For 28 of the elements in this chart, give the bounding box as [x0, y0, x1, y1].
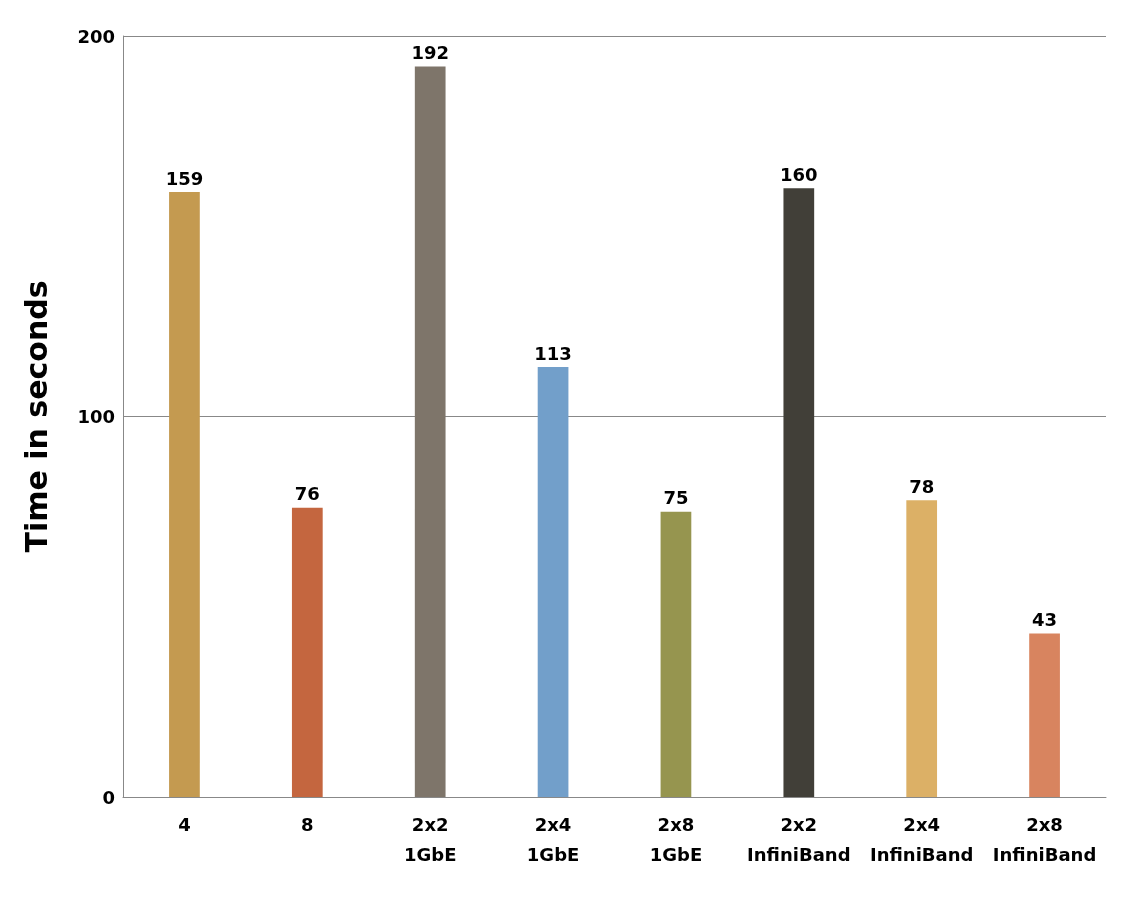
- data-label: 160: [780, 163, 818, 185]
- data-label: 76: [294, 483, 320, 505]
- bar: [1029, 633, 1060, 797]
- bar: [291, 507, 323, 797]
- y-tick-label: 100: [77, 406, 115, 427]
- data-label: 78: [909, 475, 935, 497]
- bar: [783, 188, 815, 797]
- y-tick-label: 200: [77, 25, 115, 47]
- y-tick-label: 0: [102, 786, 115, 808]
- x-tick-label: 2x8 InfiniBand: [992, 813, 1097, 865]
- data-label: 159: [165, 167, 204, 189]
- x-tick-label: 2x4 1GbE: [526, 813, 580, 865]
- bar: [660, 511, 692, 797]
- x-tick-label: 2x4 InfiniBand: [869, 813, 974, 865]
- bar: [906, 500, 938, 797]
- data-label: 43: [1032, 608, 1058, 630]
- bar: [169, 192, 200, 797]
- x-tick-label: 4: [178, 813, 191, 835]
- data-label: 75: [663, 487, 689, 509]
- data-label: 192: [411, 41, 449, 63]
- x-tick-label: 2x2 1GbE: [403, 813, 457, 865]
- data-label: 113: [534, 342, 572, 364]
- x-tick-label: 2x8 1GbE: [649, 813, 703, 865]
- x-tick-label: 2x2 InfiniBand: [747, 813, 851, 865]
- bar: [414, 66, 446, 797]
- y-axis-title: Time in seconds: [18, 280, 54, 553]
- x-tick-label: 8: [301, 813, 314, 835]
- bar: [537, 367, 569, 797]
